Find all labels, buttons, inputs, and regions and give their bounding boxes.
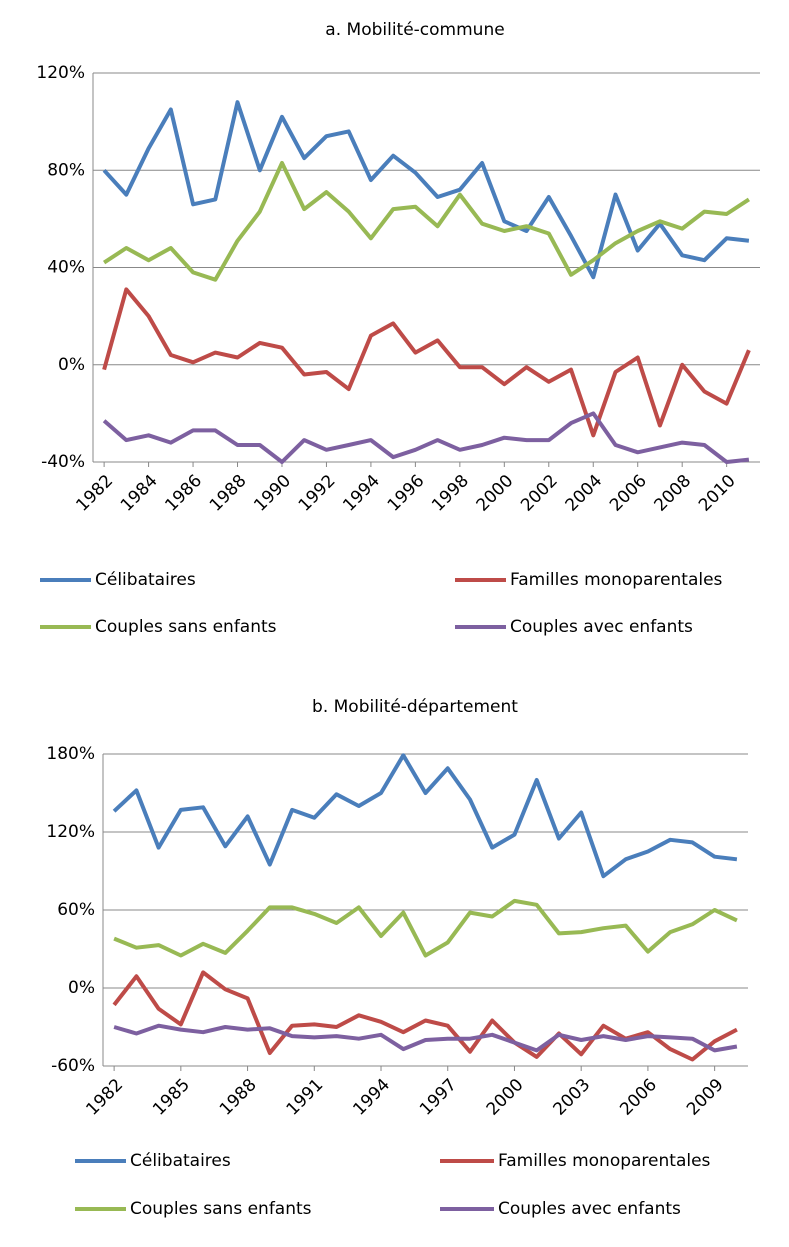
x-tick-label: 1998 (428, 471, 473, 516)
x-tick-label: 1982 (82, 1075, 127, 1120)
x-tick-label: 1982 (72, 471, 117, 516)
series-line (102, 411, 750, 464)
x-tick-label: 1988 (216, 1075, 261, 1120)
x-tick-label: 1996 (384, 471, 429, 516)
series-line (113, 898, 738, 958)
y-tick-label: -40% (41, 452, 85, 472)
x-tick-label: 1997 (416, 1075, 461, 1120)
legend-label: Couples sans enfants (95, 617, 277, 637)
legend-label: Couples avec enfants (510, 617, 693, 637)
x-tick-label: 1990 (250, 471, 295, 516)
x-tick-label: 1994 (339, 471, 384, 516)
chart-title: b. Mobilité-département (312, 697, 518, 717)
y-tick-label: 120% (36, 63, 85, 83)
x-tick-label: 2006 (616, 1075, 661, 1120)
series-line (102, 287, 751, 438)
legend-label: Célibataires (130, 1151, 231, 1171)
y-tick-label: 40% (47, 258, 85, 278)
series-line (112, 970, 738, 1062)
legend-label: Familles monoparentales (510, 570, 723, 590)
y-tick-label: 0% (68, 978, 95, 998)
x-tick-label: 1985 (149, 1075, 194, 1120)
y-tick-label: 0% (58, 355, 85, 375)
y-tick-label: 60% (57, 900, 95, 920)
x-tick-label: 2002 (517, 471, 562, 516)
x-tick-label: 2003 (550, 1075, 595, 1120)
series-line (112, 753, 738, 879)
x-tick-label: 2000 (483, 1075, 528, 1120)
x-tick-label: 1991 (283, 1075, 328, 1120)
series-line (102, 100, 750, 280)
x-tick-label: 2010 (695, 471, 740, 516)
series-line (113, 1023, 738, 1053)
chart-title: a. Mobilité-commune (325, 20, 504, 40)
y-tick-label: 80% (47, 160, 85, 180)
legend-label: Familles monoparentales (498, 1151, 711, 1171)
series-line (103, 161, 750, 282)
y-tick-label: -60% (51, 1056, 95, 1076)
x-tick-label: 2009 (683, 1075, 728, 1120)
y-tick-label: 180% (46, 744, 95, 764)
x-tick-label: 2004 (562, 471, 607, 516)
legend-label: Couples avec enfants (498, 1199, 681, 1219)
x-tick-label: 1986 (161, 471, 206, 516)
x-tick-label: 2008 (651, 471, 696, 516)
x-tick-label: 1984 (117, 471, 162, 516)
x-tick-label: 2006 (606, 471, 651, 516)
x-tick-label: 2000 (473, 471, 518, 516)
legend-label: Célibataires (95, 570, 196, 590)
x-tick-label: 1988 (206, 471, 251, 516)
x-tick-label: 1994 (349, 1075, 394, 1120)
legend-label: Couples sans enfants (130, 1199, 312, 1219)
y-tick-label: 120% (46, 822, 95, 842)
x-tick-label: 1992 (295, 471, 340, 516)
